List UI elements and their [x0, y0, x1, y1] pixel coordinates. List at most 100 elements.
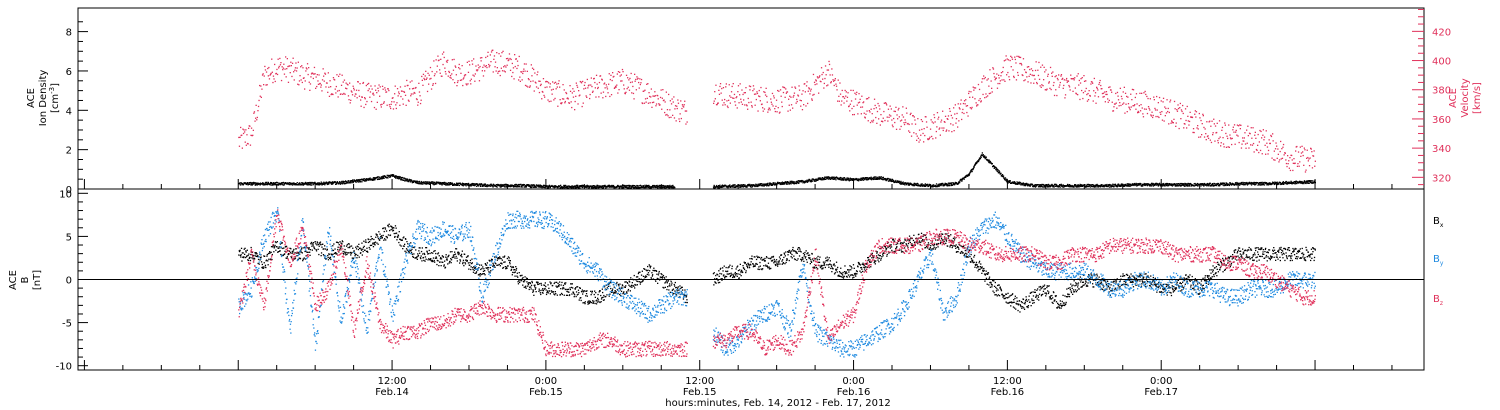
- density-point: [266, 183, 268, 186]
- density-point: [400, 178, 402, 180]
- density-point: [958, 182, 960, 184]
- density-point: [475, 183, 477, 185]
- velocity-point: [577, 103, 579, 105]
- density-point: [335, 183, 337, 185]
- density-point: [549, 185, 551, 187]
- velocity-point: [635, 78, 637, 81]
- velocity-point: [447, 75, 449, 77]
- velocity-point: [560, 103, 562, 105]
- velocity-point: [343, 92, 345, 95]
- velocity-point: [1016, 55, 1018, 57]
- density-point: [498, 185, 501, 187]
- density-point: [862, 178, 865, 180]
- density-point: [453, 183, 455, 185]
- velocity-point: [1153, 96, 1155, 98]
- density-point: [774, 184, 776, 186]
- density-point: [383, 177, 385, 179]
- velocity-point: [404, 85, 406, 87]
- velocity-point: [347, 95, 350, 97]
- density-point: [573, 187, 575, 189]
- velocity-point: [1169, 101, 1171, 103]
- density-point: [1163, 184, 1165, 186]
- density-point: [745, 185, 747, 187]
- velocity-point: [611, 79, 613, 82]
- velocity-point: [683, 106, 685, 108]
- velocity-point: [345, 87, 347, 89]
- velocity-point: [925, 116, 927, 118]
- density-point: [239, 182, 241, 184]
- density-point: [1215, 184, 1217, 187]
- velocity-point: [1017, 71, 1019, 74]
- density-point: [902, 181, 904, 183]
- density-point: [280, 182, 282, 184]
- velocity-point: [980, 101, 982, 103]
- density-point: [393, 174, 395, 176]
- density-point: [1086, 183, 1088, 186]
- velocity-point: [399, 86, 402, 88]
- density-point: [494, 185, 497, 187]
- velocity-point: [590, 84, 592, 86]
- velocity-point: [858, 101, 861, 103]
- density-point: [1212, 183, 1214, 185]
- velocity-point: [1275, 142, 1277, 144]
- velocity-point: [1291, 159, 1293, 161]
- velocity-point: [390, 103, 392, 105]
- velocity-point: [515, 58, 517, 60]
- density-point: [609, 186, 611, 188]
- velocity-point: [328, 95, 331, 97]
- velocity-point: [1202, 115, 1204, 117]
- density-point: [352, 179, 354, 181]
- density-point: [970, 170, 972, 172]
- velocity-point: [1036, 83, 1038, 85]
- velocity-point: [844, 89, 846, 92]
- density-point: [1002, 175, 1005, 177]
- velocity-point: [740, 101, 742, 103]
- velocity-point: [1261, 137, 1263, 139]
- velocity-point: [434, 73, 436, 75]
- velocity-point: [357, 81, 359, 83]
- velocity-point: [845, 91, 847, 93]
- density-point: [1017, 183, 1019, 185]
- velocity-point: [911, 123, 913, 125]
- density-point: [338, 182, 340, 185]
- velocity-point: [903, 123, 906, 126]
- density-point: [332, 183, 334, 185]
- density-point: [813, 179, 815, 181]
- velocity-point: [878, 118, 880, 120]
- velocity-point: [633, 98, 635, 100]
- velocity-point: [429, 66, 432, 69]
- density-point: [397, 176, 399, 178]
- density-point: [314, 182, 317, 184]
- velocity-point: [1135, 93, 1138, 95]
- velocity-point: [342, 93, 344, 95]
- velocity-point: [576, 86, 579, 88]
- velocity-point: [253, 111, 256, 113]
- velocity-point: [714, 91, 716, 93]
- density-point: [271, 182, 273, 185]
- density-point: [588, 186, 591, 189]
- density-point: [1162, 184, 1164, 186]
- velocity-point: [411, 80, 413, 82]
- density-point: [568, 185, 570, 187]
- density-point: [1211, 183, 1214, 185]
- velocity-point: [346, 88, 348, 90]
- velocity-point: [858, 93, 860, 95]
- velocity-point: [583, 84, 586, 86]
- density-point: [559, 185, 561, 187]
- velocity-point: [661, 108, 663, 110]
- velocity-point: [405, 104, 407, 106]
- velocity-point: [1158, 116, 1160, 119]
- velocity-point: [415, 98, 418, 100]
- velocity-point: [967, 115, 969, 117]
- density-point: [806, 179, 808, 181]
- density-point: [789, 181, 792, 183]
- density-point: [1222, 184, 1224, 186]
- density-point: [818, 177, 820, 179]
- velocity-point: [606, 88, 609, 90]
- velocity-point: [585, 95, 587, 97]
- velocity-point: [725, 86, 727, 88]
- density-point: [1039, 186, 1041, 188]
- velocity-point: [1097, 96, 1100, 98]
- density-point: [379, 176, 381, 178]
- velocity-point: [307, 73, 309, 76]
